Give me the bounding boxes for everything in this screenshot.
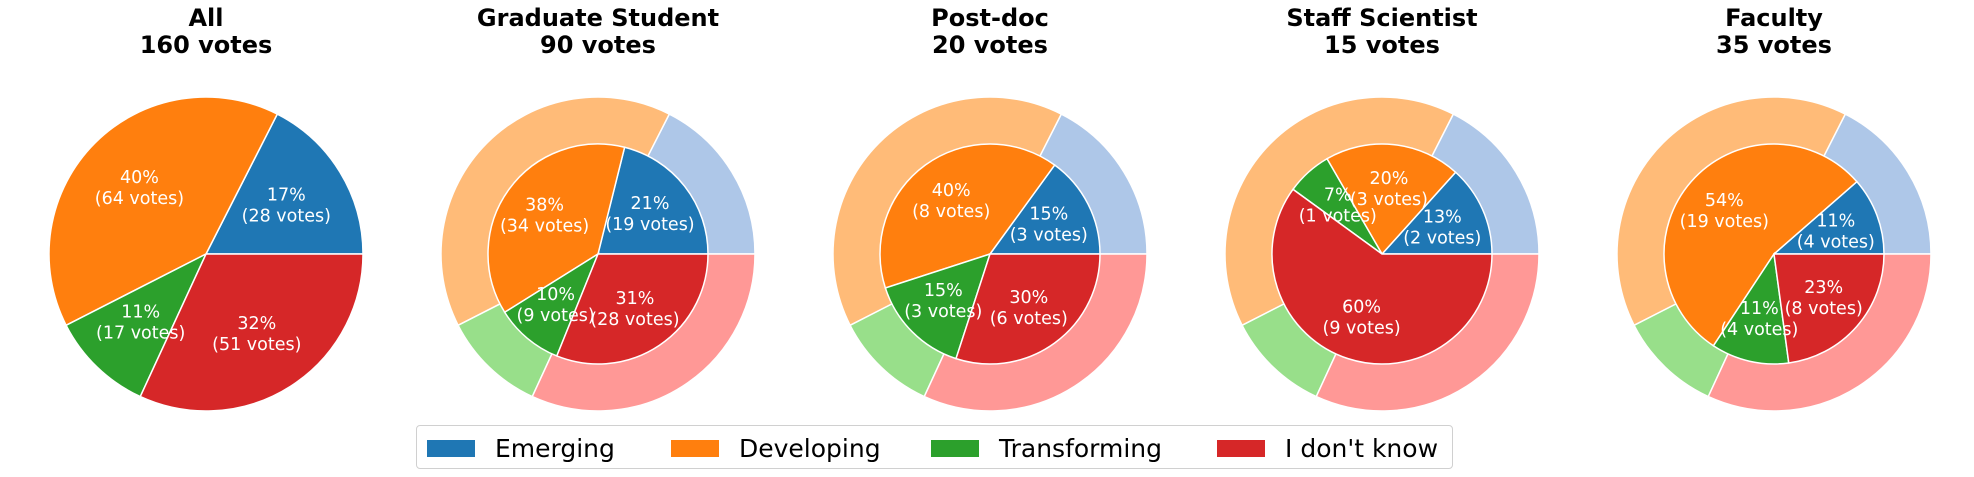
slice-label: 38% (34 votes) (500, 196, 589, 237)
inner-slice-emerging (1772, 180, 1885, 255)
legend-swatch-transforming (931, 439, 979, 457)
inner-slice-emerging (988, 163, 1101, 255)
legend-swatch-emerging (427, 439, 475, 457)
inner-slice-emerging (597, 146, 709, 255)
inner-slice-i-don-t-know (555, 253, 709, 365)
chart-title: Faculty 35 votes (1716, 4, 1832, 59)
legend-item-dont-know: I don't know (1217, 426, 1438, 470)
slice-label: 11% (4 votes) (1720, 299, 1798, 340)
slice-label: 32% (51 votes) (212, 314, 301, 355)
slice-label: 31% (28 votes) (590, 289, 679, 330)
legend-item-emerging: Emerging (427, 426, 615, 470)
slice-label: 21% (19 votes) (605, 194, 694, 235)
slice-label: 40% (8 votes) (912, 181, 990, 222)
slice-label: 40% (64 votes) (95, 168, 184, 209)
legend-label: I don't know (1285, 433, 1439, 463)
chart-title: Graduate Student 90 votes (477, 4, 719, 59)
slice-label: 60% (9 votes) (1323, 297, 1401, 338)
slice-label: 15% (3 votes) (1010, 205, 1088, 246)
legend-label: Developing (739, 433, 881, 463)
inner-slice-developing (1325, 143, 1457, 256)
legend-item-transforming: Transforming (931, 426, 1162, 470)
inner-slice-emerging (1380, 171, 1493, 255)
chart-title: All 160 votes (140, 4, 273, 59)
slice-i-don-t-know (139, 253, 364, 412)
chart-title: Post-doc 20 votes (931, 4, 1049, 59)
slice-label: 10% (9 votes) (517, 285, 595, 326)
slice-label: 11% (4 votes) (1797, 211, 1875, 252)
inner-slice-developing (879, 143, 1056, 289)
slice-label: 13% (2 votes) (1403, 208, 1481, 249)
legend: Emerging Developing Transforming I don't… (416, 425, 1453, 469)
inner-slice-i-don-t-know (955, 253, 1101, 365)
legend-swatch-dont-know (1217, 439, 1265, 457)
chart-title: Staff Scientist 15 votes (1286, 4, 1477, 59)
slice-developing (48, 96, 279, 327)
inner-slice-transforming (1712, 251, 1790, 365)
slice-label: 23% (8 votes) (1785, 278, 1863, 319)
inner-slice-i-don-t-know (1773, 253, 1885, 364)
slice-label: 20% (3 votes) (1350, 169, 1428, 210)
inner-slice-developing (1663, 143, 1858, 347)
inner-slice-developing (487, 143, 626, 314)
legend-label: Emerging (495, 433, 615, 463)
slice-label: 54% (19 votes) (1680, 191, 1769, 232)
slice-label: 7% (1 votes) (1299, 186, 1377, 227)
inner-slice-i-don-t-know (1271, 188, 1493, 365)
slice-transforming (65, 252, 208, 398)
legend-item-developing: Developing (671, 426, 881, 470)
slice-label: 15% (3 votes) (904, 281, 982, 322)
legend-swatch-developing (671, 439, 719, 457)
legend-label: Transforming (999, 433, 1163, 463)
slice-label: 30% (6 votes) (990, 288, 1068, 329)
slice-label: 17% (28 votes) (242, 185, 331, 226)
slice-emerging (204, 113, 364, 255)
slice-label: 11% (17 votes) (96, 302, 185, 343)
